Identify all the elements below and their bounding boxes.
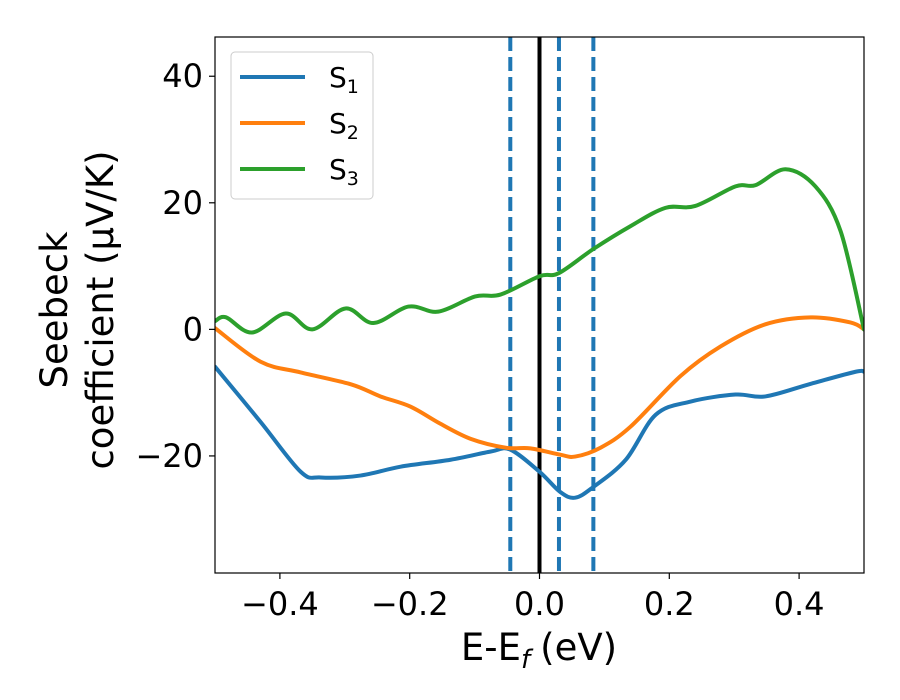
y-axis-ticks: 40 20 0 −20: [135, 57, 215, 475]
legend-label-s1: S1: [329, 61, 359, 98]
x-tick-label: −0.2: [371, 585, 449, 623]
series-lines: [215, 167, 864, 500]
y-tick-label: 20: [162, 184, 203, 222]
x-tick-label: −0.4: [241, 585, 319, 623]
legend: S1 S2 S3: [230, 51, 374, 200]
x-axis-label: E-Ef (eV): [461, 626, 617, 675]
x-tick-label: 0.2: [644, 585, 695, 623]
y-axis-label-line1: Seebeck: [33, 231, 76, 389]
vertical-lines: [508, 37, 596, 573]
legend-label-s2: S2: [329, 107, 359, 144]
series-line-s3: [215, 167, 864, 335]
y-tick-label: 0: [183, 310, 203, 348]
legend-frame: [230, 51, 374, 200]
y-axis-label-line2: coefficient (μV/K): [79, 150, 122, 469]
series-line-s1: [215, 364, 864, 500]
x-axis-ticks: −0.4 −0.2 0.0 0.2 0.4: [241, 573, 825, 623]
x-tick-label: 0.0: [514, 585, 565, 623]
x-tick-label: 0.4: [774, 585, 825, 623]
legend-label-s3: S3: [329, 153, 359, 190]
y-tick-label: 40: [162, 57, 203, 95]
series-line-s2: [215, 315, 864, 459]
y-tick-label: −20: [135, 437, 203, 475]
